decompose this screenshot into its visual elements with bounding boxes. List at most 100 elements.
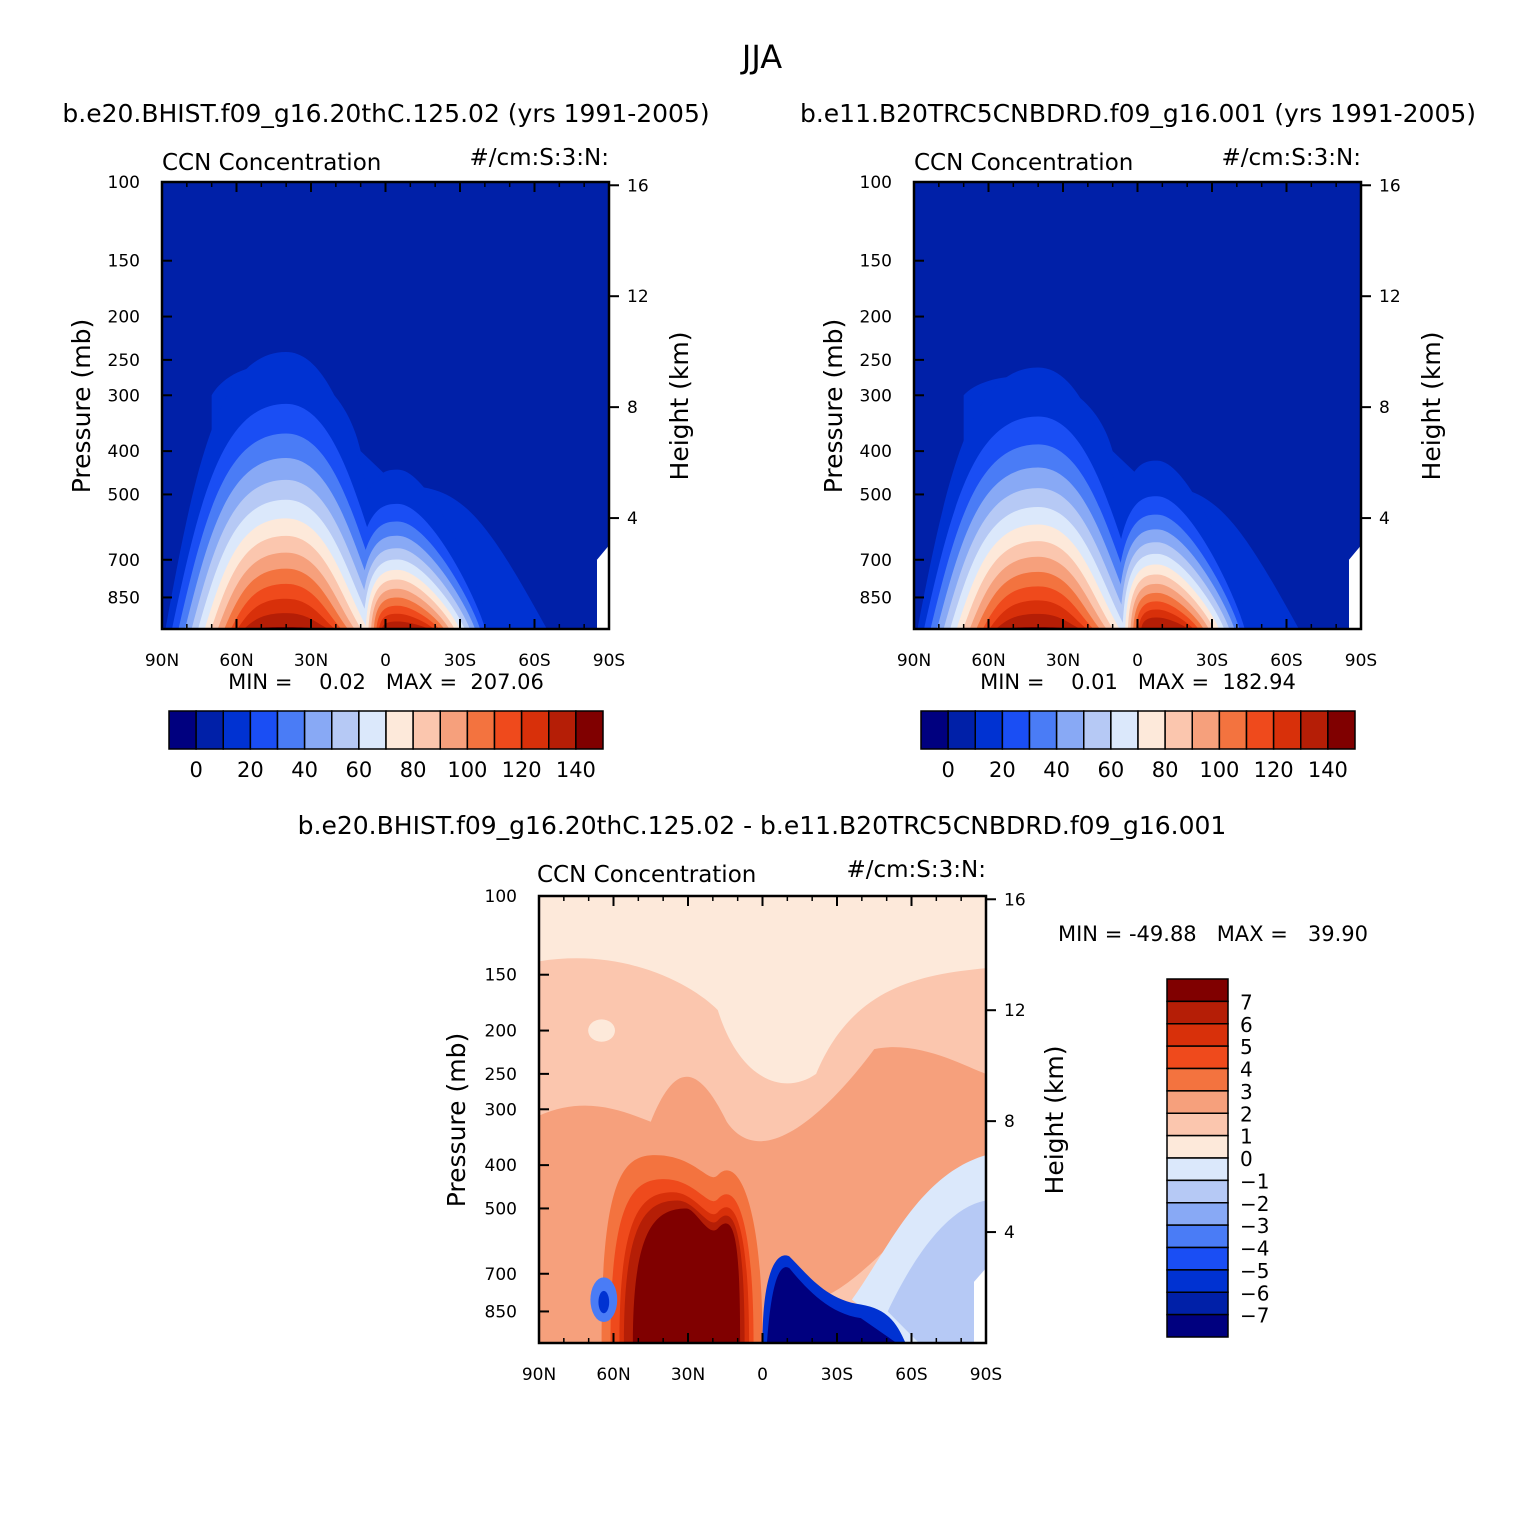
colorbar-cell [1028,710,1058,750]
colorbar-cell [920,710,949,750]
colorbar-cell [947,710,976,750]
missing-data [1349,545,1361,629]
y-tick-label: 250 [860,351,892,371]
x-tick-label: 30S [444,651,476,671]
colorbar-label: 1 [1240,1125,1253,1149]
colorbar-label: 6 [1240,1013,1253,1037]
panel-case: b.e20.BHIST.f09_g16.20thC.125.02 (yrs 19… [62,99,709,782]
colorbar-label: 0 [189,758,202,782]
left-label: CCN Concentration [162,150,381,176]
y2-axis-label: Height (km) [1040,1046,1069,1195]
y2-tick-label: 16 [1004,890,1026,910]
y-tick-label: 500 [485,1199,517,1219]
colorbar-cell [1083,710,1112,750]
y-tick-label: 250 [108,351,140,371]
contour-band-positive [632,1208,741,1343]
x-tick-label: 30S [1196,651,1228,671]
x-tick-label: 0 [1132,651,1143,671]
colorbar-label: 0 [941,758,954,782]
colorbar-cell [1166,1090,1229,1114]
colorbar-cell [168,710,197,750]
colorbar-cell [1166,1112,1229,1137]
missing-data [974,1268,986,1343]
x-tick-label: 90S [593,651,625,671]
left-label: CCN Concentration [914,150,1133,176]
x-tick-label: 90S [1345,651,1377,671]
x-tick-label: 30S [821,1365,853,1385]
colorbar-cell [493,710,523,750]
y2-axis-label: Height (km) [1417,332,1446,481]
x-tick-label: 90S [970,1365,1002,1385]
colorbar-cell [1166,1134,1229,1159]
colorbar-cell [1245,710,1275,750]
y-tick-label: 200 [108,308,140,328]
x-tick-label: 30N [294,651,328,671]
min-max-label: MIN = -49.88 MAX = 39.90 [1058,922,1368,946]
colorbar-cell [1166,1224,1229,1249]
colorbar-label: 100 [447,758,487,782]
colorbar-cell [1166,1269,1229,1293]
colorbar-cell [439,710,469,750]
colorbar-label: 80 [1152,758,1179,782]
colorbar-cell [412,710,441,750]
panel-diff: b.e20.BHIST.f09_g16.20thC.125.02 - b.e11… [298,811,1368,1385]
y2-tick-label: 8 [627,398,638,418]
colorbar-cell [1191,710,1221,750]
colorbar-cell [1055,710,1085,750]
colorbar-label: 5 [1240,1035,1253,1059]
colorbar-cell [1166,1000,1229,1025]
y-tick-label: 100 [485,887,517,907]
right-label: #/cm:S:3:N: [846,857,986,883]
contour-band [588,1019,615,1042]
missing-data [597,545,609,629]
colorbar-cell [249,710,279,750]
contour-band-south [1141,617,1189,629]
y-tick-label: 850 [860,588,892,608]
colorbar-cell [1110,710,1139,750]
colorbar-cell [195,710,224,750]
colorbar-cell [1166,1023,1229,1047]
colorbar-cell [1164,710,1193,750]
colorbar-cell [1300,710,1329,750]
colorbar-label: −7 [1240,1304,1269,1328]
colorbar-label: 60 [1098,758,1125,782]
panel-control: b.e11.B20TRC5CNBDRD.f09_g16.001 (yrs 199… [800,99,1476,782]
colorbar-cell [331,710,360,750]
x-tick-label: 60S [895,1365,927,1385]
colorbar-label: 3 [1240,1080,1253,1104]
colorbar-label: 120 [502,758,542,782]
y-tick-label: 500 [860,485,892,505]
panel-title: b.e20.BHIST.f09_g16.20thC.125.02 (yrs 19… [62,99,709,128]
colorbar-label: 60 [346,758,373,782]
y-tick-label: 400 [860,442,892,462]
y-axis-label: Pressure (mb) [819,319,848,493]
colorbar-label: 80 [400,758,427,782]
x-tick-label: 90N [897,651,931,671]
colorbar-label: 20 [989,758,1016,782]
colorbar-label: 20 [237,758,264,782]
colorbar-label: −5 [1240,1259,1269,1283]
y2-tick-label: 12 [627,287,649,307]
panel-title: b.e20.BHIST.f09_g16.20thC.125.02 - b.e11… [298,811,1227,840]
colorbar-label: 120 [1254,758,1294,782]
colorbar-label: −3 [1240,1214,1269,1238]
y-tick-label: 200 [860,308,892,328]
colorbar-cell [1166,978,1229,1003]
colorbar-cell [1001,710,1031,750]
y-tick-label: 500 [108,485,140,505]
right-label: #/cm:S:3:N: [1221,145,1361,171]
y-tick-label: 150 [485,966,517,986]
colorbar-label: 140 [556,758,596,782]
x-tick-label: 60S [1270,651,1302,671]
contour-band-north [995,613,1081,629]
y2-tick-label: 4 [1004,1223,1015,1243]
colorbar-label: 7 [1240,990,1253,1014]
colorbar-label: 2 [1240,1102,1253,1126]
colorbar-label: −2 [1240,1192,1269,1216]
y-tick-label: 100 [108,173,140,193]
y-tick-label: 300 [860,386,892,406]
contour-band-negative [766,1267,897,1343]
y2-tick-label: 4 [627,509,638,529]
colorbar-cell [1272,710,1302,750]
colorbar-label: 140 [1308,758,1348,782]
